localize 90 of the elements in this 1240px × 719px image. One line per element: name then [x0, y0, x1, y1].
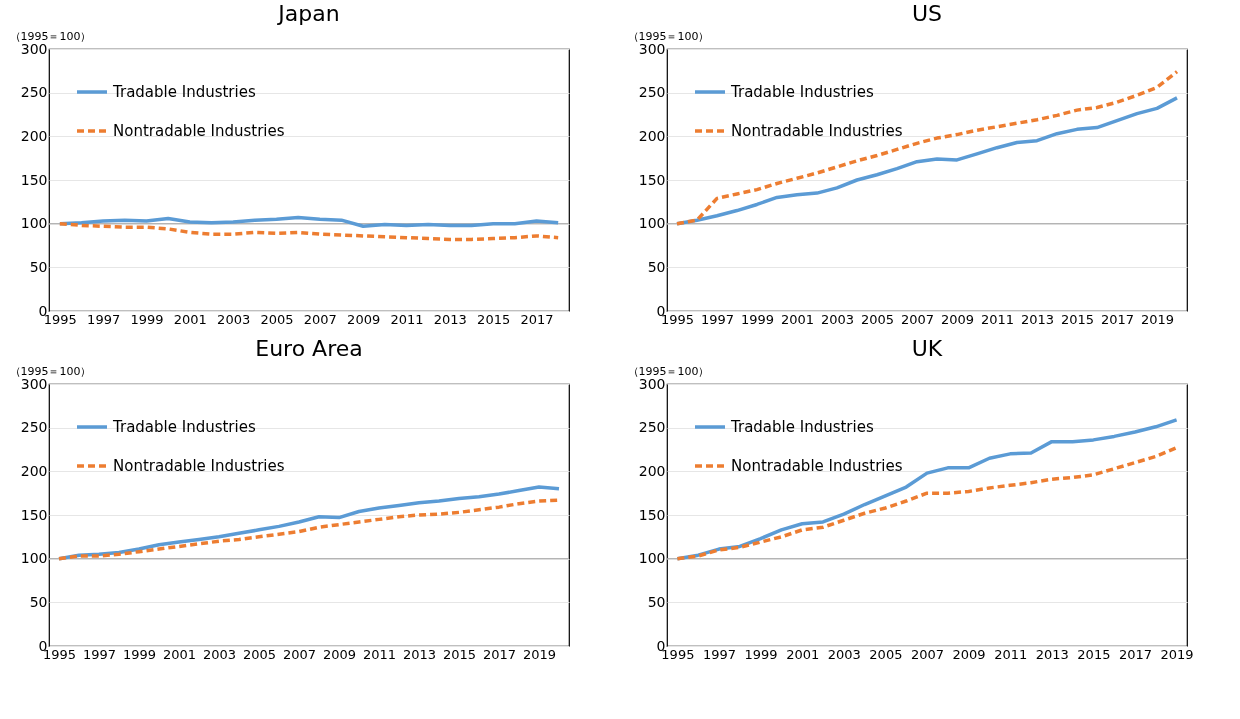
x-tick-label: 2017	[1118, 646, 1153, 662]
line-series	[675, 69, 1179, 226]
y-tick-label: 150	[638, 171, 666, 188]
y-tick-label: 200	[638, 127, 666, 144]
x-tick-label: 2015	[1060, 311, 1095, 327]
legend-label: Tradable Industries	[112, 418, 256, 436]
y-tick-label: 250	[638, 419, 666, 436]
legend-label: Tradable Industries	[730, 83, 874, 101]
y-tick-label: 50	[29, 258, 48, 275]
y-tick-label: 200	[20, 127, 48, 144]
y-tick-label: 250	[638, 84, 666, 101]
y-axis-title: （1995＝100）	[9, 29, 92, 43]
chart-title: US	[911, 1, 943, 26]
x-tick-label: 2013	[402, 646, 437, 662]
x-tick-label: 2001	[162, 646, 197, 662]
y-tick-label: 100	[638, 215, 666, 232]
x-tick-label: 1999	[130, 311, 164, 327]
y-tick-label: 200	[638, 462, 666, 479]
x-tick-label: 1997	[700, 311, 735, 327]
line-series	[58, 221, 560, 242]
legend-label: Tradable Industries	[730, 418, 874, 436]
x-tick-label: 2019	[522, 646, 557, 662]
x-tick-label: 2003	[820, 311, 855, 327]
x-tick-label: 2013	[433, 311, 467, 327]
y-tick-label: 100	[20, 215, 48, 232]
x-tick-label: 2009	[322, 646, 357, 662]
line-series	[675, 446, 1179, 561]
x-tick-label: 2003	[827, 646, 861, 662]
y-axis-title: （1995＝100）	[9, 364, 92, 378]
y-tick-label: 300	[20, 40, 48, 57]
x-tick-label: 1999	[122, 646, 157, 662]
y-tick-label: 100	[638, 550, 666, 567]
legend-label: Tradable Industries	[112, 83, 256, 101]
y-tick-label: 300	[638, 40, 666, 57]
y-tick-label: 250	[20, 419, 48, 436]
x-tick-label: 2005	[242, 646, 277, 662]
x-tick-label: 2017	[1100, 311, 1135, 327]
x-tick-label: 2003	[217, 311, 251, 327]
x-tick-label: 2009	[347, 311, 381, 327]
legend-label: Nontradable Industries	[113, 457, 285, 475]
x-tick-label: 2003	[202, 646, 237, 662]
x-tick-label: 2001	[173, 311, 207, 327]
legend-label: Nontradable Industries	[731, 122, 903, 140]
x-tick-label: 2019	[1160, 646, 1194, 662]
x-tick-label: 2007	[303, 311, 337, 327]
x-tick-label: 2001	[780, 311, 815, 327]
x-tick-label: 2005	[860, 311, 895, 327]
y-tick-label: 150	[20, 506, 48, 523]
x-tick-label: 2009	[940, 311, 975, 327]
y-tick-label: 300	[20, 375, 48, 392]
x-tick-label: 2015	[477, 311, 511, 327]
chart-title: Japan	[276, 1, 340, 26]
y-tick-label: 150	[638, 506, 666, 523]
x-tick-label: 2019	[1140, 311, 1175, 327]
x-tick-label: 2011	[362, 646, 397, 662]
x-tick-label: 1999	[740, 311, 775, 327]
y-tick-label: 150	[20, 171, 48, 188]
legend-label: Nontradable Industries	[113, 122, 285, 140]
y-tick-label: 250	[20, 84, 48, 101]
x-tick-label: 2017	[520, 311, 554, 327]
x-tick-label: 2007	[900, 311, 935, 327]
x-tick-label: 2013	[1035, 646, 1069, 662]
chart-title: UK	[911, 336, 943, 361]
x-tick-label: 2013	[1020, 311, 1055, 327]
x-tick-label: 2015	[1077, 646, 1111, 662]
x-tick-label: 2005	[260, 311, 294, 327]
x-tick-label: 2009	[952, 646, 986, 662]
x-tick-label: 1997	[702, 646, 737, 662]
x-tick-label: 1997	[87, 311, 121, 327]
x-tick-label: 1999	[744, 646, 778, 662]
x-tick-label: 2011	[994, 646, 1028, 662]
y-tick-label: 50	[647, 593, 666, 610]
x-tick-label: 2011	[980, 311, 1015, 327]
x-tick-label: 2001	[786, 646, 820, 662]
y-tick-label: 200	[20, 462, 48, 479]
y-axis-title: （1995＝100）	[627, 29, 710, 43]
legend-label: Nontradable Industries	[731, 457, 903, 475]
x-tick-label: 2011	[390, 311, 424, 327]
x-tick-label: 2007	[282, 646, 317, 662]
x-tick-label: 2007	[910, 646, 945, 662]
x-tick-label: 2017	[482, 646, 517, 662]
x-tick-label: 2005	[869, 646, 903, 662]
y-tick-label: 100	[20, 550, 48, 567]
chart-title: Euro Area	[255, 336, 363, 361]
x-tick-label: 1997	[82, 646, 117, 662]
y-tick-label: 50	[29, 593, 48, 610]
y-tick-label: 50	[647, 258, 666, 275]
y-tick-label: 300	[638, 375, 666, 392]
y-axis-title: （1995＝100）	[627, 364, 710, 378]
x-tick-label: 2015	[442, 646, 477, 662]
